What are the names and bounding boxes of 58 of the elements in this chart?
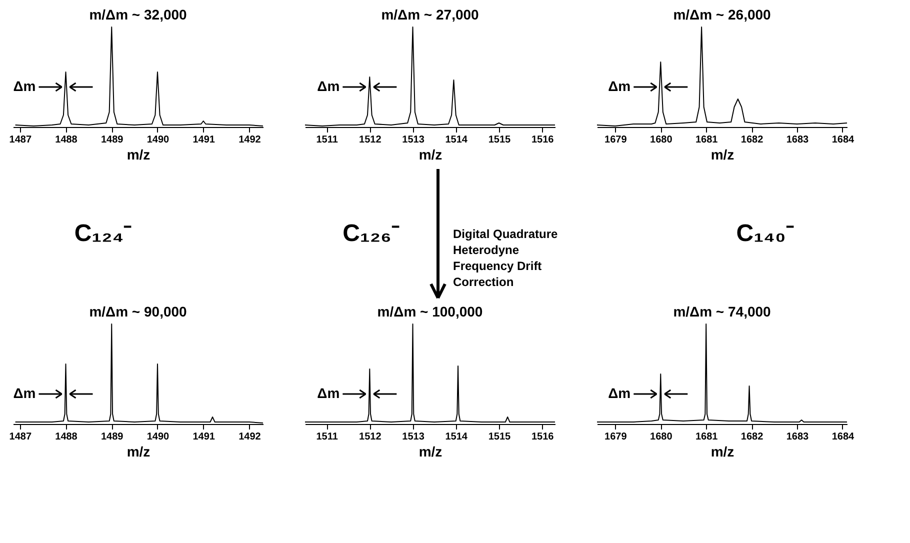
x-tick-label: 1489: [101, 134, 124, 146]
x-tick-label: 1489: [101, 432, 124, 442]
x-axis-title: m/z: [126, 146, 150, 162]
x-tick-label: 1488: [55, 134, 78, 146]
x-tick-label: 1684: [832, 134, 855, 146]
x-tick-label: 1513: [402, 432, 425, 442]
x-tick-label: 1515: [488, 432, 512, 442]
x-tick-label: 1490: [146, 134, 170, 146]
x-axis-title: m/z: [710, 444, 734, 460]
x-tick-label: 1680: [650, 432, 673, 442]
x-tick-label: 1491: [192, 432, 216, 442]
x-tick-label: 1492: [238, 432, 262, 442]
chart-title: m/Δm ~ 26,000: [673, 6, 772, 22]
x-tick-label: 1490: [146, 432, 170, 442]
annotation: Δm: [608, 78, 631, 94]
annotation: Δm: [608, 385, 631, 401]
x-tick-label: 1681: [695, 134, 718, 146]
x-tick-label: 1684: [832, 432, 855, 442]
x-tick-label: 1491: [192, 134, 216, 146]
x-tick-label: 1514: [445, 134, 468, 146]
x-axis-title: m/z: [418, 444, 442, 460]
x-tick-label: 1681: [695, 432, 718, 442]
annotation: Δm: [13, 385, 36, 401]
x-tick-label: 1514: [445, 432, 468, 442]
x-tick-label: 1492: [238, 134, 262, 146]
chart-title: m/Δm ~ 27,000: [381, 6, 480, 22]
chart-title: m/Δm ~ 74,000: [673, 304, 772, 320]
text: Digital Quadrature Heterodyne Frequency Drift Correction: [453, 227, 558, 289]
x-tick-label: 1515: [488, 134, 512, 146]
x-tick-label: 1683: [786, 432, 810, 442]
x-axis-title: m/z: [126, 444, 150, 460]
x-tick-label: 1513: [402, 134, 425, 146]
x-tick-label: 1683: [786, 134, 810, 146]
x-tick-label: 1516: [531, 134, 554, 146]
x-tick-label: 1488: [55, 432, 78, 442]
x-tick-label: 1680: [650, 134, 673, 146]
chart-title: m/Δm ~ 90,000: [89, 304, 188, 320]
chart-title: m/Δm ~ 100,000: [377, 304, 483, 320]
x-tick-label: 1512: [359, 432, 382, 442]
x-tick-label: 1682: [740, 134, 764, 146]
x-tick-label: 1487: [9, 432, 32, 442]
x-tick-label: 1679: [604, 432, 628, 442]
text: C₁₂₆⁻: [342, 220, 400, 247]
x-tick-label: 1682: [740, 432, 764, 442]
x-tick-label: 1511: [316, 432, 338, 442]
text: C₁₂₄⁻: [74, 220, 132, 247]
x-axis-title: m/z: [710, 146, 734, 162]
x-tick-label: 1511: [316, 134, 338, 146]
x-axis-title: m/z: [418, 146, 442, 162]
x-tick-label: 1512: [359, 134, 382, 146]
annotation: Δm: [13, 78, 36, 94]
annotation: Δm: [317, 78, 340, 94]
text: C₁₄₀⁻: [736, 220, 794, 247]
x-tick-label: 1487: [9, 134, 32, 146]
x-tick-label: 1516: [531, 432, 554, 442]
x-tick-label: 1679: [604, 134, 628, 146]
chart-title: m/Δm ~ 32,000: [89, 6, 188, 22]
annotation: Δm: [317, 385, 340, 401]
